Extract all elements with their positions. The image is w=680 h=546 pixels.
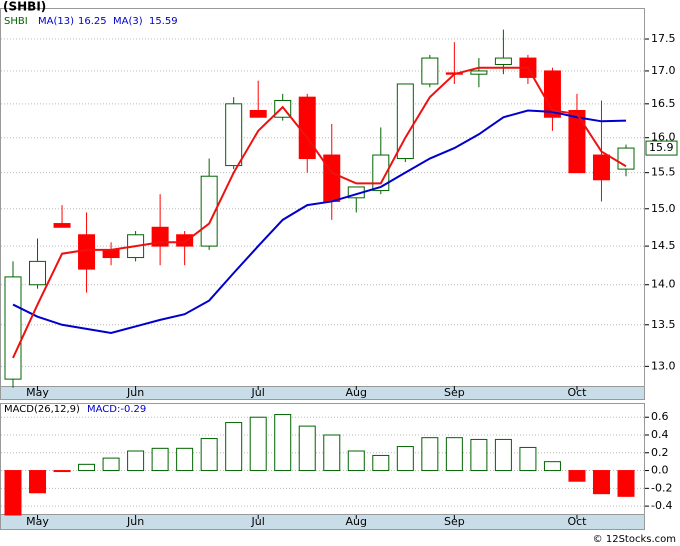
macd-bar bbox=[568, 470, 586, 482]
x-tick-label: Jun bbox=[126, 386, 144, 399]
candle-body bbox=[323, 154, 341, 202]
macd-bar bbox=[176, 447, 194, 472]
macd-bar bbox=[543, 461, 561, 472]
y-tick-label: 15.0 bbox=[651, 202, 676, 215]
macd-bar bbox=[298, 425, 316, 472]
y-tick-label: 16.0 bbox=[651, 131, 676, 144]
y-tick-label: 14.5 bbox=[651, 239, 676, 252]
macd-title: MACD(26,12,9) bbox=[4, 404, 80, 415]
legend-entry: MA(3) bbox=[113, 16, 143, 27]
x-tick-label: Oct bbox=[567, 386, 587, 399]
y-tick-label: 17.5 bbox=[651, 32, 676, 45]
chart-title: (SHBI) bbox=[3, 0, 46, 14]
x-axis-strip bbox=[0, 514, 645, 530]
candle-body bbox=[53, 223, 71, 228]
macd-bar bbox=[421, 437, 439, 472]
last-price-label: 15.9 bbox=[649, 141, 674, 154]
y-tick-label: 0.4 bbox=[651, 428, 669, 441]
x-tick-label: Jul bbox=[251, 515, 265, 528]
candle-body bbox=[592, 154, 610, 181]
ma-line bbox=[12, 109, 627, 334]
candle-body bbox=[421, 57, 439, 85]
last-price-box bbox=[645, 140, 678, 156]
y-tick-label: 0.2 bbox=[651, 446, 669, 459]
candle-body bbox=[78, 234, 96, 270]
candle-body bbox=[298, 96, 316, 160]
y-tick-label: 17.0 bbox=[651, 64, 676, 77]
macd-bar bbox=[445, 437, 463, 472]
macd-bar bbox=[396, 446, 414, 472]
y-tick-label: 14.0 bbox=[651, 278, 676, 291]
x-tick-label: Sep bbox=[444, 386, 465, 399]
x-tick-label: Oct bbox=[567, 515, 587, 528]
y-tick-label: 0.6 bbox=[651, 410, 669, 423]
macd-bar bbox=[78, 463, 96, 472]
candle-body bbox=[396, 83, 414, 160]
candle-body bbox=[4, 276, 22, 380]
macd-bar bbox=[127, 450, 145, 472]
candle-body bbox=[249, 110, 267, 118]
legend-value: 16.25 bbox=[78, 16, 107, 27]
candle-body bbox=[102, 249, 120, 259]
macd-bar bbox=[347, 450, 365, 472]
legend-value: 15.59 bbox=[149, 16, 178, 27]
macd-bar bbox=[323, 434, 341, 472]
candle-body bbox=[543, 70, 561, 118]
macd-legend: MACD:-0.29 bbox=[87, 404, 146, 415]
x-tick-label: Aug bbox=[346, 515, 367, 528]
y-tick-label: 0.0 bbox=[651, 464, 669, 477]
x-tick-label: Jul bbox=[251, 386, 265, 399]
candle-body bbox=[29, 260, 47, 286]
candle-body bbox=[176, 234, 194, 247]
macd-bar bbox=[225, 422, 243, 472]
y-tick-label: 16.5 bbox=[651, 97, 676, 110]
macd-bar bbox=[592, 470, 610, 495]
candle-body bbox=[494, 57, 512, 65]
x-tick-label: May bbox=[26, 515, 49, 528]
y-tick-label: -0.4 bbox=[651, 499, 672, 512]
macd-bar bbox=[200, 438, 218, 472]
footer: © 12Stocks.com bbox=[593, 534, 676, 545]
x-axis-strip bbox=[0, 386, 645, 400]
macd-bar bbox=[470, 438, 488, 472]
candle-body bbox=[200, 175, 218, 247]
candle-body bbox=[225, 103, 243, 167]
macd-bar bbox=[102, 457, 120, 472]
x-tick-label: Sep bbox=[444, 515, 465, 528]
macd-bar bbox=[4, 470, 22, 516]
candle-body bbox=[372, 154, 390, 192]
macd-bar bbox=[29, 470, 47, 494]
macd-bar bbox=[53, 470, 71, 473]
macd-panel bbox=[0, 403, 645, 515]
candle-body bbox=[568, 110, 586, 174]
y-tick-label: -0.2 bbox=[651, 481, 672, 494]
macd-bar bbox=[249, 416, 267, 472]
macd-bar bbox=[151, 447, 169, 472]
macd-bar bbox=[274, 414, 292, 472]
x-tick-label: Jun bbox=[126, 515, 144, 528]
macd-bar bbox=[519, 446, 537, 472]
legend-entry: MA(13) bbox=[38, 16, 74, 27]
y-tick-label: 15.5 bbox=[651, 166, 676, 179]
candle-body bbox=[470, 70, 488, 75]
macd-bar bbox=[617, 470, 635, 497]
macd-bar bbox=[372, 454, 390, 472]
y-tick-label: 13.5 bbox=[651, 318, 676, 331]
x-tick-label: Aug bbox=[346, 386, 367, 399]
macd-bar bbox=[494, 438, 512, 472]
y-tick-label: 13.0 bbox=[651, 359, 676, 372]
x-tick-label: May bbox=[26, 386, 49, 399]
ma-line bbox=[12, 66, 627, 359]
legend-ticker: SHBI bbox=[4, 16, 28, 27]
main-panel bbox=[0, 8, 645, 387]
